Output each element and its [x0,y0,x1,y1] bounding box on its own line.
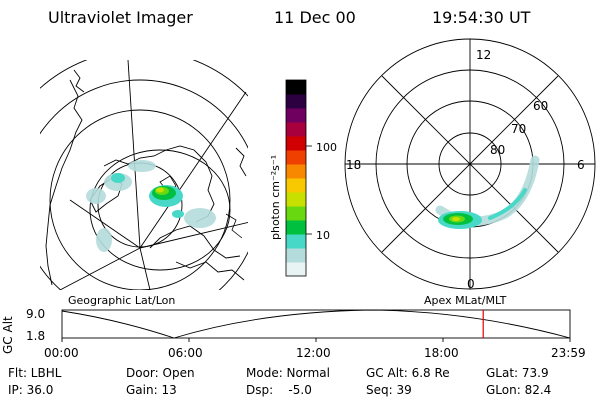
param-glon: GLon: 82.4 [486,383,552,397]
param-mode: Mode: Normal [246,366,330,380]
xtick-2359: 23:59 [551,346,586,360]
xtick-0600: 06:00 [168,346,203,360]
mlt-label-6: 6 [577,158,585,172]
altitude-ylabel: GC Alt [1,316,15,354]
mag-panel-label: Apex MLat/MLT [424,294,507,307]
colorbar-tick-10: 10 [316,229,330,242]
altitude-plot: GC Alt 9.0 1.8 Geographic Lat/Lon Apex M… [1,294,571,354]
altitude-xticks [61,338,571,342]
colorbar-swatch [286,178,306,193]
mlat-label-60: 60 [533,99,548,113]
xtick-0000: 00:00 [44,346,79,360]
colorbar-swatch [286,220,306,235]
mlat-mlt-grid [344,38,596,290]
colorbar-swatch [286,262,306,277]
mlat-label-80: 80 [490,143,505,157]
colorbar-swatches [286,80,306,277]
colorbar: 100 10 photon cm⁻²s⁻¹ [269,79,337,277]
colorbar-swatch [286,80,306,95]
xtick-1200: 12:00 [296,346,331,360]
mlt-label-12: 12 [476,48,491,62]
geo-panel-label: Geographic Lat/Lon [68,294,175,307]
param-gain: Gain: 13 [126,383,177,397]
colorbar-swatch [286,234,306,249]
param-ip: IP: 36.0 [8,383,54,397]
colorbar-swatch [286,164,306,179]
param-flt: Flt: LBHL [8,366,62,380]
mlt-label-18: 18 [346,158,361,172]
mlat-label-70: 70 [511,122,526,136]
param-glat: GLat: 73.9 [486,366,549,380]
altitude-ytick-low: 1.8 [26,329,45,343]
xtick-1800: 18:00 [424,346,459,360]
colorbar-swatch [286,136,306,151]
date-label: 11 Dec 00 [274,8,356,27]
mlt-labels: 12 18 6 0 60 70 80 [346,48,585,291]
instrument-title: Ultraviolet Imager [48,8,193,27]
time-label: 19:54:30 UT [432,8,531,27]
colorbar-swatch [286,150,306,165]
colorbar-unit-label: photon cm⁻²s⁻¹ [269,155,282,240]
colorbar-swatch [286,94,306,109]
param-seq: Seq: 39 [366,383,412,397]
altitude-curve [61,309,571,339]
colorbar-swatch [286,122,306,137]
altitude-ytick-high: 9.0 [26,307,45,321]
geo-aurora-emission [86,160,216,252]
mlt-label-0: 0 [467,277,475,291]
colorbar-swatch [286,108,306,123]
mag-aurora-emission [435,155,540,229]
param-door: Door: Open [126,366,195,380]
param-gc-alt: GC Alt: 6.8 Re [366,366,450,380]
colorbar-swatch [286,248,306,263]
colorbar-swatch [286,206,306,221]
param-dsp: Dsp: -5.0 [246,383,312,397]
colorbar-swatch [286,192,306,207]
colorbar-tick-100: 100 [316,141,337,154]
